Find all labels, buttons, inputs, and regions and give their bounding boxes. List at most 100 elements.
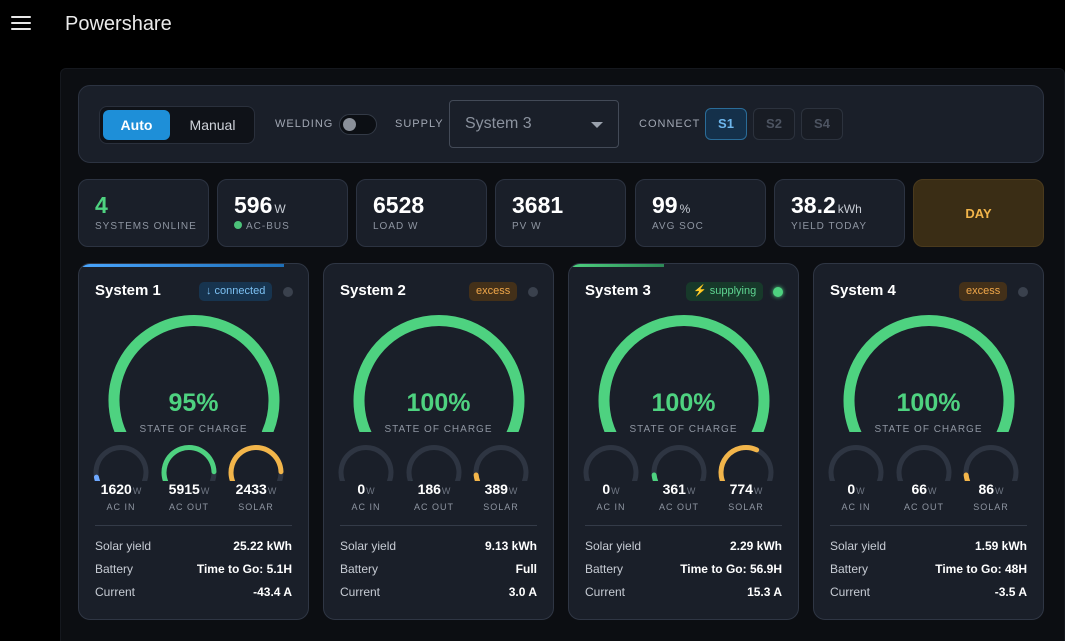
solar-gauge: [963, 445, 1019, 482]
soc-gauge-fill: [598, 314, 770, 454]
status-badge: ↓ connected: [199, 282, 273, 301]
solar-yield-row: Solar yield 2.29 kWh: [585, 539, 782, 553]
chevron-down-icon: [591, 122, 603, 128]
battery-value: Time to Go: 48H: [935, 562, 1027, 576]
current-label: Current: [830, 585, 871, 599]
solar-label: SOLAR: [238, 502, 274, 512]
divider: [830, 525, 1027, 526]
ac-out-value: 5915W: [168, 481, 210, 497]
current-label: Current: [340, 585, 381, 599]
stat-value: 596 W: [234, 192, 286, 218]
stat-value: 99%: [652, 192, 691, 218]
connect-label: CONNECT: [639, 118, 701, 130]
solar-gauge: [473, 445, 529, 482]
system-name: System 3: [585, 282, 651, 299]
battery-row: Battery Full: [340, 562, 537, 576]
ac-out-gauge-fill: [161, 445, 217, 482]
ac-in-value: 0W: [847, 481, 865, 497]
mode-auto-button[interactable]: Auto: [103, 110, 170, 140]
stat-avg-soc: 99% AVG SOC: [635, 179, 766, 247]
stat-label: SYSTEMS ONLINE: [95, 221, 197, 232]
solar-label: SOLAR: [973, 502, 1009, 512]
connect-s4-button[interactable]: S4: [801, 108, 843, 140]
ac-in-gauge: [828, 445, 884, 482]
system-card[interactable]: System 2 excess 100% STATE OF CHARGE 0W AC …: [323, 263, 554, 620]
stat-ac-bus: 596 W AC-BUS: [217, 179, 348, 247]
soc-value: 100%: [651, 389, 716, 417]
solar-yield-label: Solar yield: [95, 539, 152, 553]
system-name: System 1: [95, 282, 161, 299]
solar-value: 2433W: [235, 481, 277, 497]
ac-out-gauge: [651, 445, 707, 482]
ac-out-gauge-track: [896, 445, 952, 482]
ac-in-gauge-fill: [93, 474, 101, 482]
current-value: 3.0 A: [508, 585, 537, 599]
system-card[interactable]: System 4 excess 100% STATE OF CHARGE 0W AC …: [813, 263, 1044, 620]
ac-in-meter: 0W AC IN: [581, 444, 641, 512]
ac-in-label: AC IN: [841, 502, 871, 512]
connect-s1-button[interactable]: S1: [705, 108, 747, 140]
battery-label: Battery: [340, 562, 379, 576]
battery-value: Full: [515, 562, 537, 576]
status-dot-icon: [234, 221, 242, 229]
soc-value: 100%: [406, 389, 471, 417]
current-row: Current 3.0 A: [340, 585, 537, 599]
soc-value: 95%: [168, 389, 219, 417]
supply-select-value: System 3: [465, 115, 532, 132]
solar-value: 86W: [978, 481, 1004, 497]
stat-value: 3681: [512, 192, 564, 218]
stat-value: 6528: [373, 192, 425, 218]
solar-label: SOLAR: [728, 502, 764, 512]
stat-pv: 3681 PV W: [495, 179, 626, 247]
mode-manual-button[interactable]: Manual: [189, 117, 236, 133]
system-name: System 2: [340, 282, 406, 299]
solar-yield-label: Solar yield: [340, 539, 397, 553]
hamburger-menu-icon[interactable]: [11, 16, 31, 32]
current-value: 15.3 A: [747, 585, 782, 599]
supply-select[interactable]: System 3: [449, 100, 619, 148]
ac-out-gauge: [896, 445, 952, 482]
solar-yield-label: Solar yield: [830, 539, 887, 553]
status-badge: excess: [959, 282, 1008, 301]
ac-out-gauge: [406, 445, 462, 482]
current-label: Current: [585, 585, 626, 599]
system-name: System 4: [830, 282, 896, 299]
solar-label: SOLAR: [483, 502, 519, 512]
soc-label: STATE OF CHARGE: [629, 424, 738, 435]
card-accent: [569, 264, 664, 267]
solar-meter: 86W SOLAR: [961, 444, 1021, 512]
stat-label: LOAD W: [373, 221, 419, 232]
soc-label: STATE OF CHARGE: [384, 424, 493, 435]
ac-in-value: 0W: [602, 481, 620, 497]
divider: [95, 525, 292, 526]
solar-gauge-track: [473, 445, 529, 482]
divider: [340, 525, 537, 526]
supply-label: SUPPLY: [395, 118, 444, 130]
stat-systems-online: 4 SYSTEMS ONLINE: [78, 179, 209, 247]
solar-gauge: [228, 445, 284, 482]
battery-label: Battery: [95, 562, 134, 576]
stat-value: 38.2 kWh: [791, 192, 862, 218]
welding-toggle[interactable]: [339, 114, 377, 135]
ac-out-gauge-fill: [651, 472, 659, 482]
solar-yield-value: 25.22 kWh: [233, 539, 292, 553]
connect-s2-button[interactable]: S2: [753, 108, 795, 140]
soc-gauge: [598, 314, 770, 454]
battery-value: Time to Go: 56.9H: [680, 562, 782, 576]
ac-in-meter: 1620W AC IN: [91, 444, 151, 512]
soc-gauge-wrap: [99, 314, 289, 454]
ac-out-label: AC OUT: [168, 502, 209, 512]
solar-yield-row: Solar yield 9.13 kWh: [340, 539, 537, 553]
ac-out-meter: 66W AC OUT: [894, 444, 954, 512]
system-card[interactable]: System 3 ⚡ supplying 100% STATE OF CHARGE 0…: [568, 263, 799, 620]
current-value: -3.5 A: [994, 585, 1027, 599]
solar-gauge-fill: [473, 472, 481, 482]
ac-out-gauge-track: [651, 445, 707, 482]
ac-out-meter: 5915W AC OUT: [159, 444, 219, 512]
system-card[interactable]: System 1 ↓ connected 95% STATE OF CHARGE 16…: [78, 263, 309, 620]
ac-out-value: 361W: [662, 481, 696, 497]
ac-in-value: 0W: [357, 481, 375, 497]
soc-gauge-wrap: [344, 314, 534, 454]
stat-label: PV W: [512, 221, 542, 232]
solar-gauge-fill: [228, 445, 284, 482]
